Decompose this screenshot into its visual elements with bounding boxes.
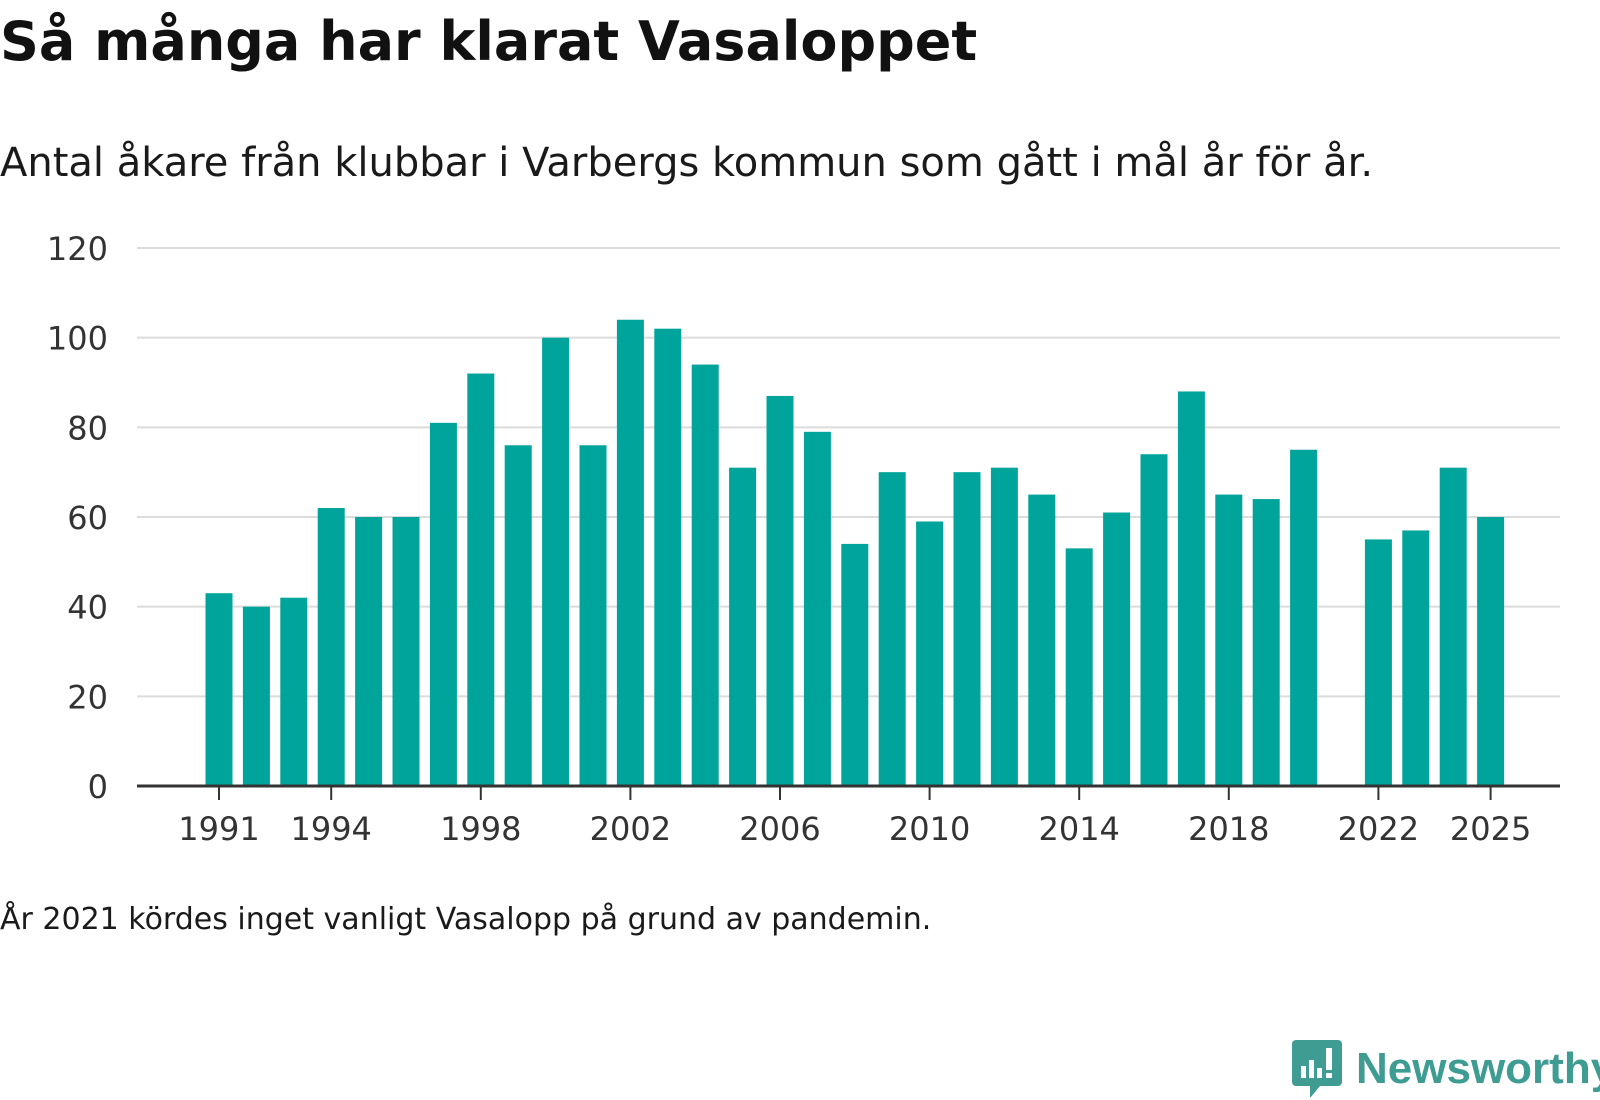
y-tick-label: 0	[88, 768, 108, 806]
bar-2016	[1140, 454, 1168, 786]
bar-1994	[317, 508, 345, 786]
bar-2001	[579, 445, 607, 786]
x-tick-label: 2002	[590, 810, 671, 848]
bar-1998	[467, 373, 495, 786]
bar-1992	[242, 606, 270, 786]
bar-2024	[1439, 467, 1467, 786]
y-tick-labels: 0 20 40 60 80 100 120	[47, 230, 108, 806]
y-tick-label: 60	[67, 499, 108, 537]
bar-2007	[803, 431, 831, 786]
x-tick-label: 2025	[1450, 810, 1531, 848]
x-tick-label: 2018	[1188, 810, 1269, 848]
chart-subtitle: Antal åkare från klubbar i Varbergs komm…	[0, 140, 1374, 186]
chart-title: Så många har klarat Vasaloppet	[0, 10, 978, 73]
bar-2000	[542, 337, 570, 786]
y-tick-label: 120	[47, 230, 108, 268]
bar-2025	[1477, 517, 1505, 786]
bar-2017	[1177, 391, 1205, 786]
bar-2011	[953, 472, 981, 786]
newsworthy-logo-icon	[1292, 1040, 1342, 1098]
x-tick-label: 2006	[739, 810, 820, 848]
bar-2022	[1364, 539, 1392, 786]
bar-2003	[654, 328, 682, 786]
newsworthy-logo-text: Newsworthy	[1356, 1044, 1600, 1093]
x-axis	[137, 784, 1560, 800]
bar-1993	[280, 597, 308, 786]
bar-2006	[766, 395, 794, 786]
y-tick-label: 40	[67, 589, 108, 627]
bar-1997	[429, 422, 457, 786]
x-tick-label: 1998	[440, 810, 521, 848]
bar-1991	[205, 593, 233, 786]
x-tick-label: 2022	[1338, 810, 1419, 848]
x-tick-label: 2014	[1038, 810, 1119, 848]
bar-2015	[1103, 512, 1131, 786]
bar-2002	[616, 319, 644, 786]
bar-2009	[878, 472, 906, 786]
x-tick-label: 1991	[178, 810, 259, 848]
bar-1999	[504, 445, 532, 786]
bar-2004	[691, 364, 719, 786]
x-tick-label: 1994	[290, 810, 371, 848]
y-tick-label: 20	[67, 678, 108, 716]
bar-1995	[355, 517, 383, 786]
bar-2005	[729, 467, 757, 786]
bar-2023	[1402, 530, 1430, 786]
bar-2013	[1028, 494, 1056, 786]
chart-footnote: År 2021 kördes inget vanligt Vasalopp på…	[0, 902, 932, 937]
bar-2010	[916, 521, 944, 786]
x-tick-label: 2010	[889, 810, 970, 848]
bar-2012	[990, 467, 1018, 786]
bar-1996	[392, 517, 420, 786]
bar-2020	[1290, 449, 1318, 786]
bars	[205, 319, 1505, 786]
bar-2014	[1065, 548, 1093, 786]
y-tick-label: 80	[67, 409, 108, 447]
bar-2008	[841, 543, 869, 786]
x-tick-labels: 1991 1994 1998 2002 2006 2010 2014 2018 2022 2025	[178, 810, 1531, 848]
y-tick-label: 100	[47, 320, 108, 358]
bar-chart: 0 20 40 60 80 100 120 1991 1994 1998 2002 2006 2010…	[47, 230, 1560, 848]
bar-2019	[1252, 499, 1280, 786]
newsworthy-logo[interactable]: Newsworthy	[1292, 1040, 1600, 1098]
bar-2018	[1215, 494, 1243, 786]
